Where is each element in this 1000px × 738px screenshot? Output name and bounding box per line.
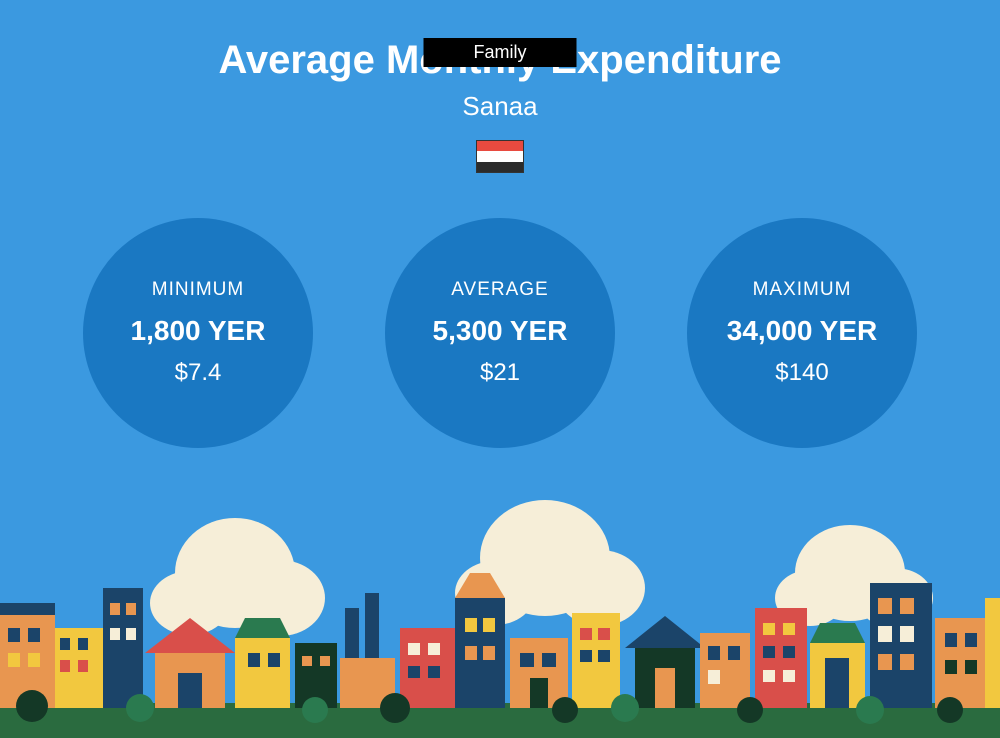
flag-stripe-top bbox=[477, 141, 523, 151]
city-subtitle: Sanaa bbox=[0, 91, 1000, 122]
stat-label: AVERAGE bbox=[451, 279, 548, 301]
stat-minimum: MINIMUM 1,800 YER $7.4 bbox=[83, 218, 313, 448]
stat-value: 5,300 YER bbox=[433, 315, 568, 347]
stat-usd: $140 bbox=[775, 359, 828, 387]
stat-usd: $21 bbox=[480, 359, 520, 387]
stat-label: MAXIMUM bbox=[753, 279, 852, 301]
flag-stripe-mid bbox=[477, 151, 523, 161]
stat-usd: $7.4 bbox=[175, 359, 222, 387]
stat-value: 34,000 YER bbox=[727, 315, 878, 347]
stat-value: 1,800 YER bbox=[131, 315, 266, 347]
flag-stripe-bot bbox=[477, 162, 523, 172]
country-flag bbox=[476, 140, 524, 173]
stats-row: MINIMUM 1,800 YER $7.4 AVERAGE 5,300 YER… bbox=[0, 218, 1000, 448]
stat-average: AVERAGE 5,300 YER $21 bbox=[385, 218, 615, 448]
category-badge: Family bbox=[424, 38, 577, 67]
cityscape-illustration bbox=[0, 488, 1000, 738]
stat-maximum: MAXIMUM 34,000 YER $140 bbox=[687, 218, 917, 448]
stat-label: MINIMUM bbox=[152, 279, 244, 301]
